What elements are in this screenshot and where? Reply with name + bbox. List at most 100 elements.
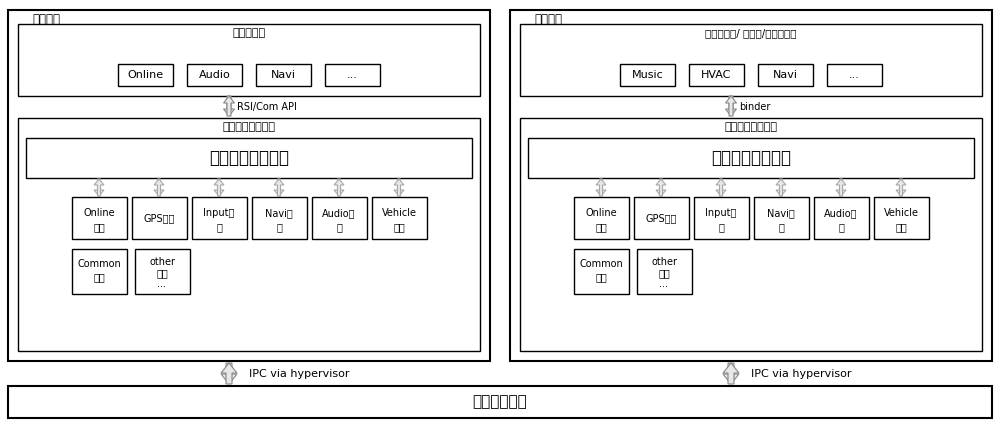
Bar (634, 197, 688, 239)
Bar (758, 64, 813, 86)
Text: binder: binder (739, 102, 770, 112)
Bar (72, 197, 126, 239)
FancyArrow shape (274, 179, 284, 196)
Text: IPC via hypervisor: IPC via hypervisor (751, 368, 852, 379)
Text: Music: Music (632, 70, 663, 80)
FancyArrow shape (896, 179, 906, 196)
Bar (520, 24, 982, 96)
Text: 插件: 插件 (595, 222, 607, 232)
Bar (574, 197, 629, 239)
Text: 件: 件 (778, 222, 784, 232)
Text: 插件: 插件 (93, 272, 105, 282)
Bar (18, 24, 480, 96)
Bar (118, 64, 173, 86)
Text: 第二信息转发单元: 第二信息转发单元 (711, 149, 791, 167)
FancyArrow shape (836, 179, 846, 196)
FancyArrow shape (154, 179, 164, 196)
Text: ...: ... (849, 70, 860, 80)
FancyArrow shape (154, 179, 164, 196)
Text: GPS插件: GPS插件 (645, 213, 677, 223)
FancyArrow shape (94, 179, 104, 196)
Bar (187, 64, 242, 86)
Text: 插件: 插件 (595, 272, 607, 282)
Text: Common: Common (579, 259, 623, 269)
FancyArrow shape (214, 179, 224, 196)
Bar (192, 197, 246, 239)
Bar (827, 64, 882, 86)
FancyArrow shape (726, 96, 736, 116)
Text: Vehicle: Vehicle (382, 208, 416, 218)
FancyArrow shape (394, 179, 404, 196)
Text: 虚拟机管理器: 虚拟机管理器 (473, 395, 527, 409)
Text: Navi插: Navi插 (767, 208, 795, 218)
FancyArrow shape (836, 179, 846, 196)
Text: Navi: Navi (271, 70, 296, 80)
Text: 插件: 插件 (93, 222, 105, 232)
Text: 第二系统通信模块: 第二系统通信模块 (724, 122, 778, 132)
Text: 插件: 插件 (156, 268, 168, 278)
Text: 件: 件 (216, 222, 222, 232)
Bar (372, 197, 426, 239)
Text: other: other (651, 257, 677, 266)
Text: 插件: 插件 (895, 222, 907, 232)
Text: 件: 件 (718, 222, 724, 232)
Bar (312, 197, 366, 239)
Text: Input插: Input插 (203, 208, 235, 218)
Bar (8, 386, 992, 418)
FancyArrow shape (656, 179, 666, 196)
Text: 插件: 插件 (393, 222, 405, 232)
Bar (8, 10, 490, 361)
Text: IPC via hypervisor: IPC via hypervisor (249, 368, 350, 379)
Bar (689, 64, 744, 86)
Bar (510, 10, 992, 361)
Bar (18, 118, 480, 351)
Text: 插件: 插件 (658, 268, 670, 278)
FancyArrow shape (723, 363, 739, 384)
Bar (72, 249, 126, 294)
FancyArrow shape (334, 179, 344, 196)
Text: 件: 件 (838, 222, 844, 232)
FancyArrow shape (716, 179, 726, 196)
FancyArrow shape (716, 179, 726, 196)
Text: Online: Online (585, 208, 617, 218)
FancyArrow shape (214, 179, 224, 196)
Bar (874, 197, 928, 239)
FancyArrow shape (94, 179, 104, 196)
Text: 件: 件 (276, 222, 282, 232)
FancyArrow shape (224, 96, 234, 116)
Text: 第一信息转发单元: 第一信息转发单元 (209, 149, 289, 167)
FancyArrow shape (596, 179, 606, 196)
Bar (574, 249, 629, 294)
Text: 第一系统: 第一系统 (32, 13, 60, 25)
Text: 第一应用端: 第一应用端 (232, 28, 266, 38)
Text: Audio: Audio (199, 70, 230, 80)
FancyArrow shape (776, 179, 786, 196)
Text: Audio插: Audio插 (824, 208, 858, 218)
FancyArrow shape (224, 96, 234, 116)
Text: other: other (149, 257, 175, 266)
Text: ...: ... (660, 279, 668, 289)
Bar (325, 64, 380, 86)
Text: 第二应用端/ 框架端/硬件抽象层: 第二应用端/ 框架端/硬件抽象层 (705, 28, 797, 38)
Bar (814, 197, 868, 239)
Bar (132, 197, 186, 239)
FancyArrow shape (274, 179, 284, 196)
FancyArrow shape (726, 96, 736, 116)
Bar (134, 249, 190, 294)
Bar (637, 249, 692, 294)
Text: Audio插: Audio插 (322, 208, 356, 218)
Text: HVAC: HVAC (701, 70, 732, 80)
FancyArrow shape (896, 179, 906, 196)
Bar (26, 138, 472, 178)
Text: Online: Online (83, 208, 115, 218)
Text: Navi插: Navi插 (265, 208, 293, 218)
Text: GPS插件: GPS插件 (143, 213, 175, 223)
Bar (528, 138, 974, 178)
Bar (694, 197, 748, 239)
Bar (520, 118, 982, 351)
FancyArrow shape (221, 363, 237, 384)
Text: 第一系统通信模块: 第一系统通信模块 (222, 122, 276, 132)
Text: 件: 件 (336, 222, 342, 232)
FancyArrow shape (334, 179, 344, 196)
Text: Navi: Navi (773, 70, 798, 80)
